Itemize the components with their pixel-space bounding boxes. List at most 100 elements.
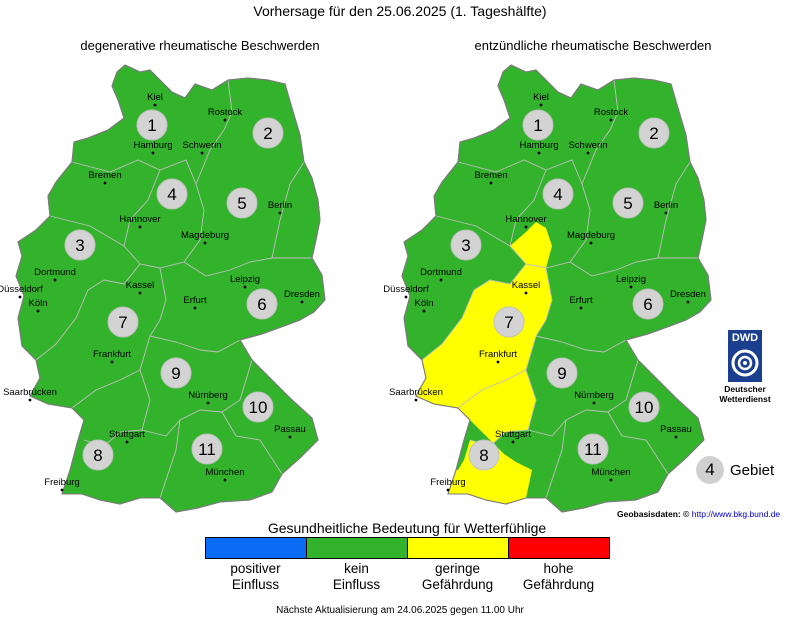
city-marker [60,488,64,492]
map-title-degenerative: degenerative rheumatische Beschwerden [80,38,320,53]
region-9-number: 9 [557,364,566,383]
city-marker [586,151,590,155]
state-border [123,169,205,269]
state-border [159,419,181,499]
city-label: Kiel [533,92,549,103]
state-border [271,161,305,259]
region-8-number: 8 [93,446,102,465]
city-label: Stuttgart [495,429,531,440]
dwd-logo: DWD Deutscher Wetterdienst [719,330,771,404]
germany-map-1: Kiel Rostock Hamburg Schwerin Bremen Hannover… [0,64,326,513]
city-marker [223,478,227,482]
city-marker [579,306,583,310]
state-border [141,359,253,437]
city-marker [153,103,157,107]
germany-map-2: Kiel Rostock Hamburg Schwerin Bremen Hannover… [383,64,712,513]
region-1-icon [522,109,554,141]
city-marker [609,118,613,122]
city-label: Passau [660,424,692,435]
map-outline [15,64,326,513]
state-border [221,411,283,475]
region-10-number: 10 [249,398,268,417]
state-border [71,369,141,409]
city-marker [539,103,543,107]
region-key-icon: 4 [696,456,724,484]
legend-labels: positiver Einfluss kein Einfluss geringe Ge… [205,561,609,593]
city-marker [193,306,197,310]
city-marker [404,295,408,299]
state-border [545,419,567,499]
state-border [435,215,511,247]
city-marker [151,151,155,155]
region-7-icon [107,306,139,338]
page-title: Vorhersage für den 25.06.2025 (1. Tagesh… [253,3,547,19]
region-7-number: 7 [504,313,513,332]
city-label: Dortmund [34,267,76,278]
region-4-number: 4 [553,185,562,204]
state-border [535,335,627,353]
region-2-icon [638,117,670,149]
region-5-icon [612,187,644,219]
city-marker [243,285,247,289]
region-9-number: 9 [171,364,180,383]
region-6-number: 6 [643,295,652,314]
city-label: Frankfurt [93,349,131,360]
city-marker [537,151,541,155]
region-6-icon [632,288,664,320]
legend-swatch-positiv [206,538,307,558]
region-7-number: 7 [118,313,127,332]
city-label: Kassel [512,280,541,291]
city-label: Frankfurt [479,349,517,360]
region-1-number: 1 [533,116,542,135]
state-border [607,411,669,475]
region-11-number: 11 [198,440,216,459]
region-4-icon [156,178,188,210]
city-label: Hannover [505,214,546,225]
legend-label-gering: geringe Gefährdung [421,561,494,592]
region-10-icon [628,391,660,423]
city-label: München [591,467,630,478]
city-marker [422,309,426,313]
region-10-icon [242,391,274,423]
state-border [509,169,591,269]
region-8-icon [468,439,500,471]
city-label: Düsseldorf [383,284,429,295]
region-5-icon [226,187,258,219]
city-marker [28,398,32,402]
map-outline [401,64,712,513]
city-marker [103,181,107,185]
city-marker [206,401,210,405]
city-label: Freiburg [44,477,79,488]
city-marker [300,300,304,304]
city-label: Nürnberg [188,390,228,401]
city-marker [203,241,207,245]
bkg-link[interactable]: http://www.bkg.bund.de [691,509,781,519]
city-label: Stuttgart [109,429,145,440]
city-label: Rostock [208,107,243,118]
city-marker [53,278,57,282]
state-border [149,335,241,353]
region-4-icon [542,178,574,210]
city-label: Passau [274,424,306,435]
region-11-number: 11 [584,440,602,459]
city-marker [138,225,142,229]
city-label: Bremen [474,170,507,181]
region-11-icon [577,433,609,465]
city-label: Schwerin [568,140,607,151]
city-label: Freiburg [430,477,465,488]
city-marker [489,181,493,185]
region-7-area [30,264,166,408]
city-marker [288,435,292,439]
city-label: Berlin [654,200,678,211]
city-label: Erfurt [183,295,207,306]
legend-swatch-kein [307,538,408,558]
state-border [421,263,527,361]
region-2-icon [252,117,284,149]
region-3-number: 3 [75,236,84,255]
legend-bar [205,537,610,559]
city-label: Kassel [126,280,155,291]
legend-swatch-hoch [509,538,609,558]
city-label: Magdeburg [181,230,229,241]
legend-swatch-gering [408,538,509,558]
